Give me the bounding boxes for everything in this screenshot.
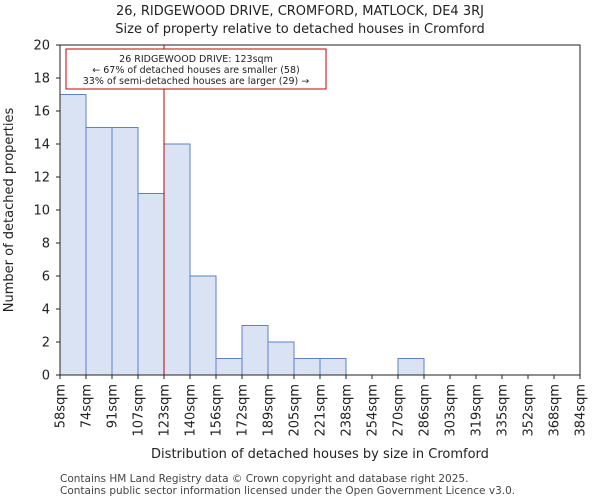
x-tick-label: 172sqm [236, 384, 251, 437]
x-tick-label: 107sqm [132, 384, 147, 437]
annotation-box [65, 48, 327, 90]
bar-74sqm [85, 127, 113, 376]
y-tick-label: 8 [42, 237, 50, 252]
x-tick-label: 319sqm [470, 384, 485, 437]
y-axis-ticks: 0 2 4 6 8 10 12 14 16 18 20 [33, 39, 60, 384]
bar-172sqm [241, 325, 269, 376]
bar-205sqm [293, 358, 321, 376]
y-tick-label: 0 [42, 369, 50, 384]
bar-58sqm [59, 94, 87, 376]
x-tick-label: 270sqm [392, 384, 407, 437]
bar-270sqm [397, 358, 425, 376]
y-tick-label: 14 [33, 138, 50, 153]
x-tick-label: 368sqm [548, 384, 563, 437]
y-tick-label: 6 [42, 270, 50, 285]
y-axis-label: Number of detached properties [2, 108, 17, 313]
x-tick-label: 58sqm [54, 384, 69, 428]
bar-140sqm [189, 275, 217, 376]
x-tick-label: 303sqm [444, 384, 459, 437]
bar-91sqm [111, 127, 139, 376]
x-tick-label: 91sqm [106, 384, 121, 428]
x-tick-label: 74sqm [80, 384, 95, 428]
x-tick-label: 156sqm [210, 384, 225, 437]
x-axis-ticks: 58sqm 74sqm 91sqm 107sqm 123sqm 140sqm 156sqm 1… [54, 375, 589, 437]
y-tick-label: 20 [33, 39, 50, 54]
y-tick-label: 16 [33, 105, 50, 120]
chart-subtitle: Size of property relative to detached ho… [115, 22, 485, 37]
x-tick-label: 254sqm [366, 384, 381, 437]
x-tick-label: 335sqm [496, 384, 511, 437]
footer-line-2: Contains public sector information licen… [60, 485, 516, 497]
chart-title: 26, RIDGEWOOD DRIVE, CROMFORD, MATLOCK, … [116, 4, 484, 19]
annotation-line-3: 33% of semi-detached houses are larger (… [83, 76, 310, 87]
bar-221sqm [319, 358, 347, 376]
bars-group [59, 94, 425, 376]
x-tick-label: 221sqm [314, 384, 329, 437]
x-tick-label: 384sqm [574, 384, 589, 437]
x-tick-label: 189sqm [262, 384, 277, 437]
y-tick-label: 18 [33, 72, 50, 87]
y-tick-label: 10 [33, 204, 50, 219]
footer-line-1: Contains HM Land Registry data © Crown c… [60, 473, 469, 485]
x-tick-label: 123sqm [158, 384, 173, 437]
bar-123sqm [163, 143, 191, 376]
y-tick-label: 4 [42, 303, 50, 318]
x-axis-label: Distribution of detached houses by size … [151, 447, 489, 462]
x-tick-label: 205sqm [288, 384, 303, 437]
x-tick-label: 352sqm [522, 384, 537, 437]
y-tick-label: 12 [33, 171, 50, 186]
y-tick-label: 2 [42, 336, 50, 351]
x-tick-label: 286sqm [418, 384, 433, 437]
bar-156sqm [215, 358, 243, 376]
x-tick-label: 140sqm [184, 384, 199, 437]
annotation-line-1: 26 RIDGEWOOD DRIVE: 123sqm [119, 54, 273, 65]
annotation-line-2: ← 67% of detached houses are smaller (58… [92, 65, 299, 76]
plot-frame [59, 44, 581, 376]
x-tick-label: 238sqm [340, 384, 355, 437]
bar-107sqm [137, 193, 165, 376]
bar-189sqm [267, 341, 295, 376]
